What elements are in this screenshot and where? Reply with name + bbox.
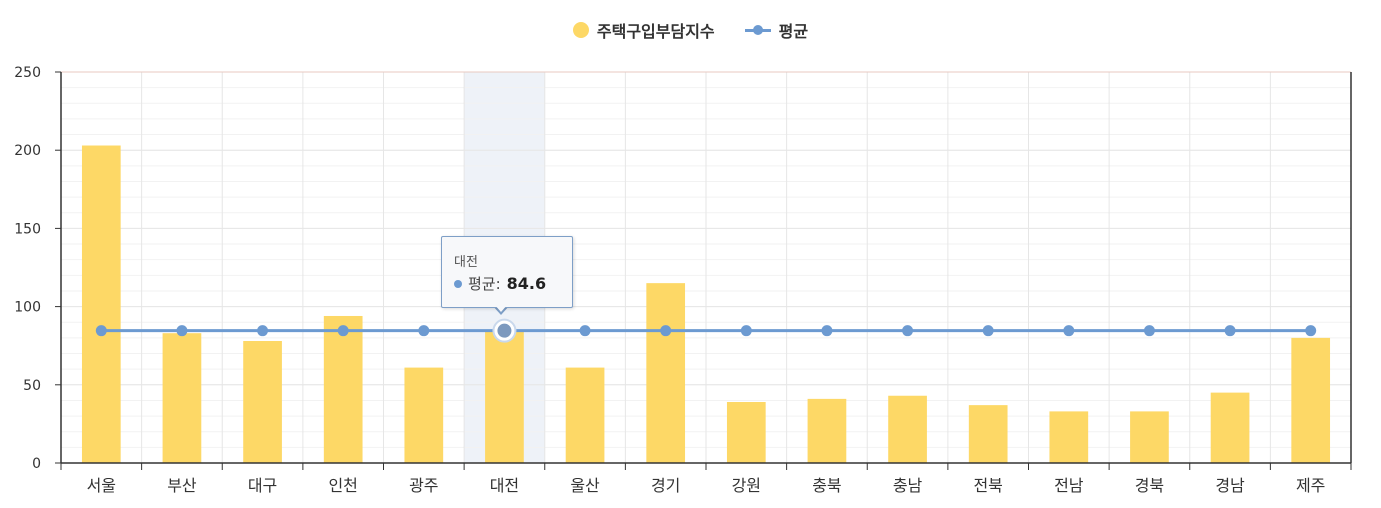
x-tick-label: 인천: [328, 476, 357, 495]
average-point: [176, 325, 188, 337]
average-point: [337, 325, 349, 337]
tooltip-series-label: 평균:: [468, 275, 501, 293]
x-tick-label: 충북: [812, 476, 841, 495]
tooltip-title: 대전: [454, 255, 478, 270]
bar-전남: [1049, 411, 1089, 463]
x-tick-label: 전북: [973, 476, 1002, 495]
bar-울산: [565, 367, 605, 463]
x-tick-label: 광주: [409, 476, 438, 495]
y-tick-label: 100: [14, 300, 41, 316]
average-point: [418, 325, 430, 337]
bar-대구: [243, 341, 282, 463]
legend-line-label: 평균: [778, 22, 809, 41]
legend-bar-swatch: [572, 22, 589, 38]
bar-충북: [807, 398, 847, 463]
average-point: [821, 325, 833, 337]
x-tick-label: 제주: [1296, 476, 1325, 495]
average-point: [257, 325, 269, 337]
chart-legend: 주택구입부담지수 평균: [0, 18, 1381, 42]
y-tick-label: 0: [32, 456, 41, 472]
x-tick-label: 대구: [248, 476, 277, 495]
y-tick-label: 250: [14, 65, 41, 81]
bar-부산: [162, 333, 202, 463]
average-point-active: [495, 321, 514, 340]
bar-대전: [485, 331, 524, 463]
x-tick-label: 울산: [570, 476, 600, 495]
x-tick-label: 대전: [490, 476, 519, 495]
x-tick-label: 충남: [893, 476, 923, 495]
tooltip-arrow-inner: [494, 304, 508, 312]
tooltip-value: 84.6: [506, 274, 547, 293]
average-point: [579, 325, 591, 337]
legend-item-line-series[interactable]: 평균: [744, 18, 809, 42]
bar-제주: [1291, 337, 1331, 463]
bar-서울: [81, 145, 121, 463]
bar-경기: [646, 283, 686, 463]
tooltip: 대전 평균: 84.6: [441, 236, 573, 308]
average-point: [1224, 325, 1236, 337]
x-tick-label: 경남: [1215, 476, 1245, 495]
legend-bar-label: 주택구입부담지수: [596, 22, 715, 41]
tooltip-series-dot: [454, 279, 462, 288]
x-tick-label: 강원: [732, 476, 761, 495]
bar-경남: [1210, 392, 1250, 463]
bar-광주: [404, 367, 444, 463]
x-tick-label: 부산: [167, 476, 197, 495]
average-point: [1063, 325, 1075, 337]
y-tick-label: 150: [14, 221, 41, 237]
bar-강원: [726, 402, 766, 463]
average-point: [740, 325, 752, 337]
tooltip-row: 평균: 84.6: [454, 273, 546, 294]
bar-경북: [1130, 411, 1169, 463]
x-tick-label: 전남: [1054, 476, 1084, 495]
bar-충남: [888, 395, 927, 463]
x-tick-label: 경북: [1135, 476, 1164, 495]
average-point: [1305, 325, 1317, 337]
average-point: [660, 325, 672, 337]
y-tick-label: 200: [14, 143, 41, 159]
bar-인천: [323, 315, 363, 463]
x-tick-label: 경기: [651, 476, 680, 495]
legend-item-bar-series[interactable]: 주택구입부담지수: [572, 18, 715, 42]
average-point: [95, 325, 107, 337]
x-tick-label: 서울: [87, 476, 116, 495]
bar-전북: [968, 405, 1008, 463]
y-tick-label: 50: [23, 378, 41, 394]
average-point: [1143, 325, 1155, 337]
legend-line-swatch: [744, 22, 771, 38]
average-point: [982, 325, 994, 337]
average-point: [902, 325, 914, 337]
